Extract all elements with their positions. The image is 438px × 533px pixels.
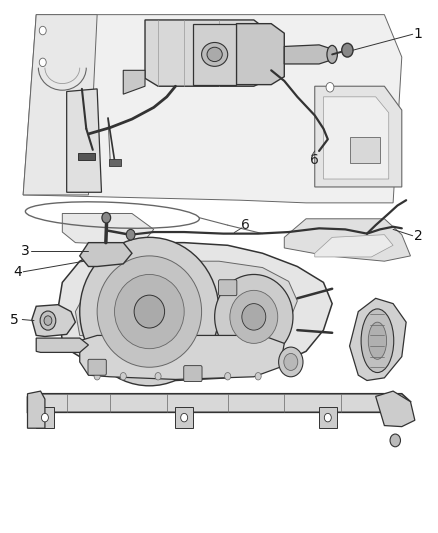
Polygon shape <box>284 219 410 261</box>
Polygon shape <box>23 14 97 195</box>
Ellipse shape <box>230 290 278 343</box>
Polygon shape <box>67 89 102 192</box>
Circle shape <box>126 229 135 240</box>
Circle shape <box>44 316 52 325</box>
Circle shape <box>181 414 187 422</box>
Ellipse shape <box>115 274 184 349</box>
Ellipse shape <box>215 274 293 359</box>
Polygon shape <box>237 23 284 85</box>
Polygon shape <box>350 136 380 163</box>
FancyBboxPatch shape <box>88 359 106 375</box>
Circle shape <box>342 43 353 57</box>
Polygon shape <box>23 14 402 203</box>
Polygon shape <box>323 97 389 179</box>
Polygon shape <box>123 70 145 94</box>
Text: 1: 1 <box>414 27 423 41</box>
Text: 6: 6 <box>240 218 250 232</box>
Ellipse shape <box>80 237 219 386</box>
Polygon shape <box>36 338 88 352</box>
Circle shape <box>190 373 196 380</box>
Text: 6: 6 <box>310 154 319 167</box>
Polygon shape <box>28 391 45 428</box>
Ellipse shape <box>201 43 228 66</box>
Circle shape <box>40 311 56 330</box>
Circle shape <box>225 373 231 380</box>
Text: 4: 4 <box>14 265 22 279</box>
Polygon shape <box>62 214 154 245</box>
Polygon shape <box>75 261 297 346</box>
FancyBboxPatch shape <box>184 366 202 382</box>
FancyBboxPatch shape <box>219 280 237 296</box>
Circle shape <box>94 373 100 380</box>
Polygon shape <box>376 391 415 426</box>
Polygon shape <box>58 243 332 381</box>
Circle shape <box>324 414 331 422</box>
Polygon shape <box>110 159 121 166</box>
Ellipse shape <box>242 304 266 330</box>
Polygon shape <box>319 407 336 428</box>
Polygon shape <box>78 152 95 160</box>
Circle shape <box>39 58 46 67</box>
Polygon shape <box>80 243 132 266</box>
Circle shape <box>326 83 334 92</box>
Polygon shape <box>315 86 402 187</box>
Polygon shape <box>284 45 332 64</box>
Polygon shape <box>193 23 237 85</box>
Polygon shape <box>32 305 75 336</box>
Polygon shape <box>315 235 393 257</box>
Ellipse shape <box>134 295 165 328</box>
Text: 5: 5 <box>10 312 19 327</box>
Polygon shape <box>80 335 284 379</box>
Circle shape <box>120 373 126 380</box>
Circle shape <box>390 434 400 447</box>
Polygon shape <box>176 407 193 428</box>
Ellipse shape <box>97 256 201 367</box>
Ellipse shape <box>361 309 394 373</box>
Circle shape <box>255 373 261 380</box>
Ellipse shape <box>368 322 387 359</box>
Text: 2: 2 <box>414 229 423 243</box>
Ellipse shape <box>327 45 337 63</box>
Circle shape <box>42 414 48 422</box>
Circle shape <box>279 347 303 377</box>
Circle shape <box>155 373 161 380</box>
Text: 3: 3 <box>21 244 30 257</box>
Ellipse shape <box>207 47 222 62</box>
Polygon shape <box>36 407 53 428</box>
Polygon shape <box>28 394 410 413</box>
Circle shape <box>39 26 46 35</box>
Polygon shape <box>350 298 406 381</box>
Circle shape <box>284 353 298 370</box>
Circle shape <box>102 213 111 223</box>
Polygon shape <box>145 20 271 86</box>
